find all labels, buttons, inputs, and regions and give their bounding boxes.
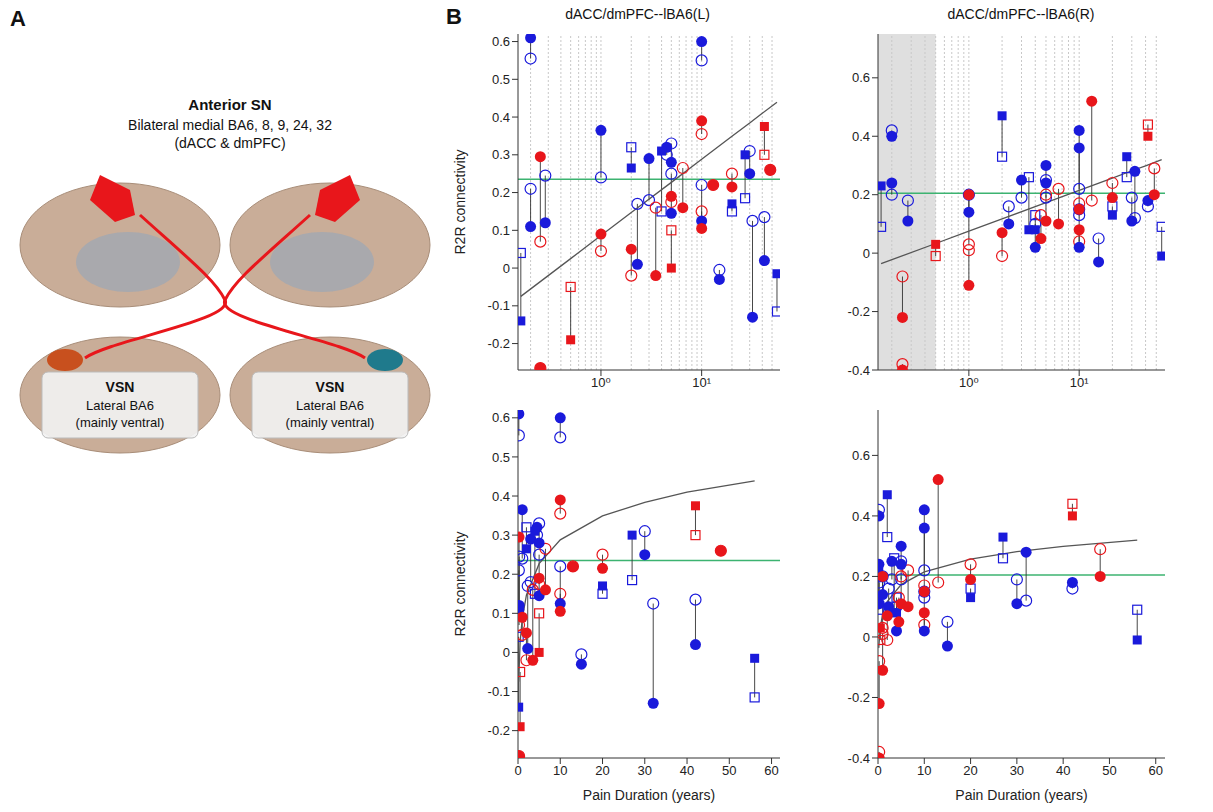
svg-text:0.4: 0.4	[852, 509, 870, 524]
svg-text:A: A	[10, 6, 26, 31]
svg-text:0: 0	[863, 630, 870, 645]
svg-text:0.2: 0.2	[852, 187, 870, 202]
svg-text:0.4: 0.4	[492, 489, 510, 504]
svg-text:40: 40	[680, 763, 694, 778]
svg-text:Pain Duration (years): Pain Duration (years)	[583, 787, 715, 803]
svg-text:-0.1: -0.1	[488, 298, 510, 313]
svg-text:(mainly ventral): (mainly ventral)	[286, 415, 375, 430]
svg-text:10¹: 10¹	[1070, 375, 1089, 390]
svg-text:0: 0	[503, 261, 510, 276]
svg-text:10: 10	[917, 763, 931, 778]
svg-text:20: 20	[595, 763, 609, 778]
svg-text:0.6: 0.6	[852, 70, 870, 85]
svg-text:60: 60	[764, 763, 778, 778]
svg-text:10⁰: 10⁰	[591, 375, 611, 390]
svg-text:50: 50	[722, 763, 736, 778]
svg-text:0.3: 0.3	[492, 528, 510, 543]
svg-text:60: 60	[1149, 763, 1163, 778]
svg-text:Bilateral medial BA6, 8, 9, 24: Bilateral medial BA6, 8, 9, 24, 32	[128, 117, 332, 133]
svg-text:Lateral BA6: Lateral BA6	[296, 398, 364, 413]
svg-text:Pain Duration (years): Pain Duration (years)	[955, 787, 1087, 803]
svg-text:30: 30	[638, 763, 652, 778]
svg-text:R2R connectivity: R2R connectivity	[452, 531, 468, 636]
svg-text:(mainly ventral): (mainly ventral)	[76, 415, 165, 430]
svg-text:0: 0	[863, 246, 870, 261]
svg-text:R2R connectivity: R2R connectivity	[452, 149, 468, 254]
svg-text:0.5: 0.5	[492, 450, 510, 465]
svg-text:-0.2: -0.2	[488, 336, 510, 351]
svg-text:0.2: 0.2	[492, 567, 510, 582]
svg-text:VSN: VSN	[106, 379, 135, 395]
svg-text:0: 0	[503, 645, 510, 660]
html-text:B: B	[446, 4, 462, 29]
svg-text:40: 40	[1056, 763, 1070, 778]
svg-text:0.2: 0.2	[492, 185, 510, 200]
svg-text:(dACC & dmPFC): (dACC & dmPFC)	[174, 135, 285, 151]
svg-text:0.3: 0.3	[492, 147, 510, 162]
html-text:dACC/dmPFC--lBA6(R): dACC/dmPFC--lBA6(R)	[947, 6, 1095, 22]
svg-text:0: 0	[874, 763, 881, 778]
svg-text:-0.2: -0.2	[488, 723, 510, 738]
svg-text:0.6: 0.6	[852, 448, 870, 463]
svg-text:Anterior SN: Anterior SN	[188, 96, 271, 113]
svg-text:-0.1: -0.1	[488, 684, 510, 699]
html-text:dACC/dmPFC--lBA6(L): dACC/dmPFC--lBA6(L)	[565, 6, 710, 22]
svg-text:10: 10	[553, 763, 567, 778]
svg-text:0.6: 0.6	[492, 410, 510, 425]
svg-text:10¹: 10¹	[692, 375, 711, 390]
svg-text:50: 50	[1102, 763, 1116, 778]
svg-text:-0.4: -0.4	[848, 363, 870, 378]
svg-text:0.4: 0.4	[492, 110, 510, 125]
svg-text:0.4: 0.4	[852, 129, 870, 144]
svg-text:0.5: 0.5	[492, 72, 510, 87]
svg-text:0.6: 0.6	[492, 34, 510, 49]
svg-text:VSN: VSN	[316, 379, 345, 395]
svg-text:20: 20	[963, 763, 977, 778]
svg-text:0.2: 0.2	[852, 569, 870, 584]
svg-text:0.1: 0.1	[492, 606, 510, 621]
svg-text:0.1: 0.1	[492, 223, 510, 238]
svg-text:30: 30	[1010, 763, 1024, 778]
svg-text:-0.2: -0.2	[848, 304, 870, 319]
svg-text:-0.4: -0.4	[848, 751, 870, 766]
svg-text:Lateral BA6: Lateral BA6	[86, 398, 154, 413]
svg-text:0: 0	[514, 763, 521, 778]
svg-text:-0.2: -0.2	[848, 690, 870, 705]
svg-text:10⁰: 10⁰	[959, 375, 979, 390]
